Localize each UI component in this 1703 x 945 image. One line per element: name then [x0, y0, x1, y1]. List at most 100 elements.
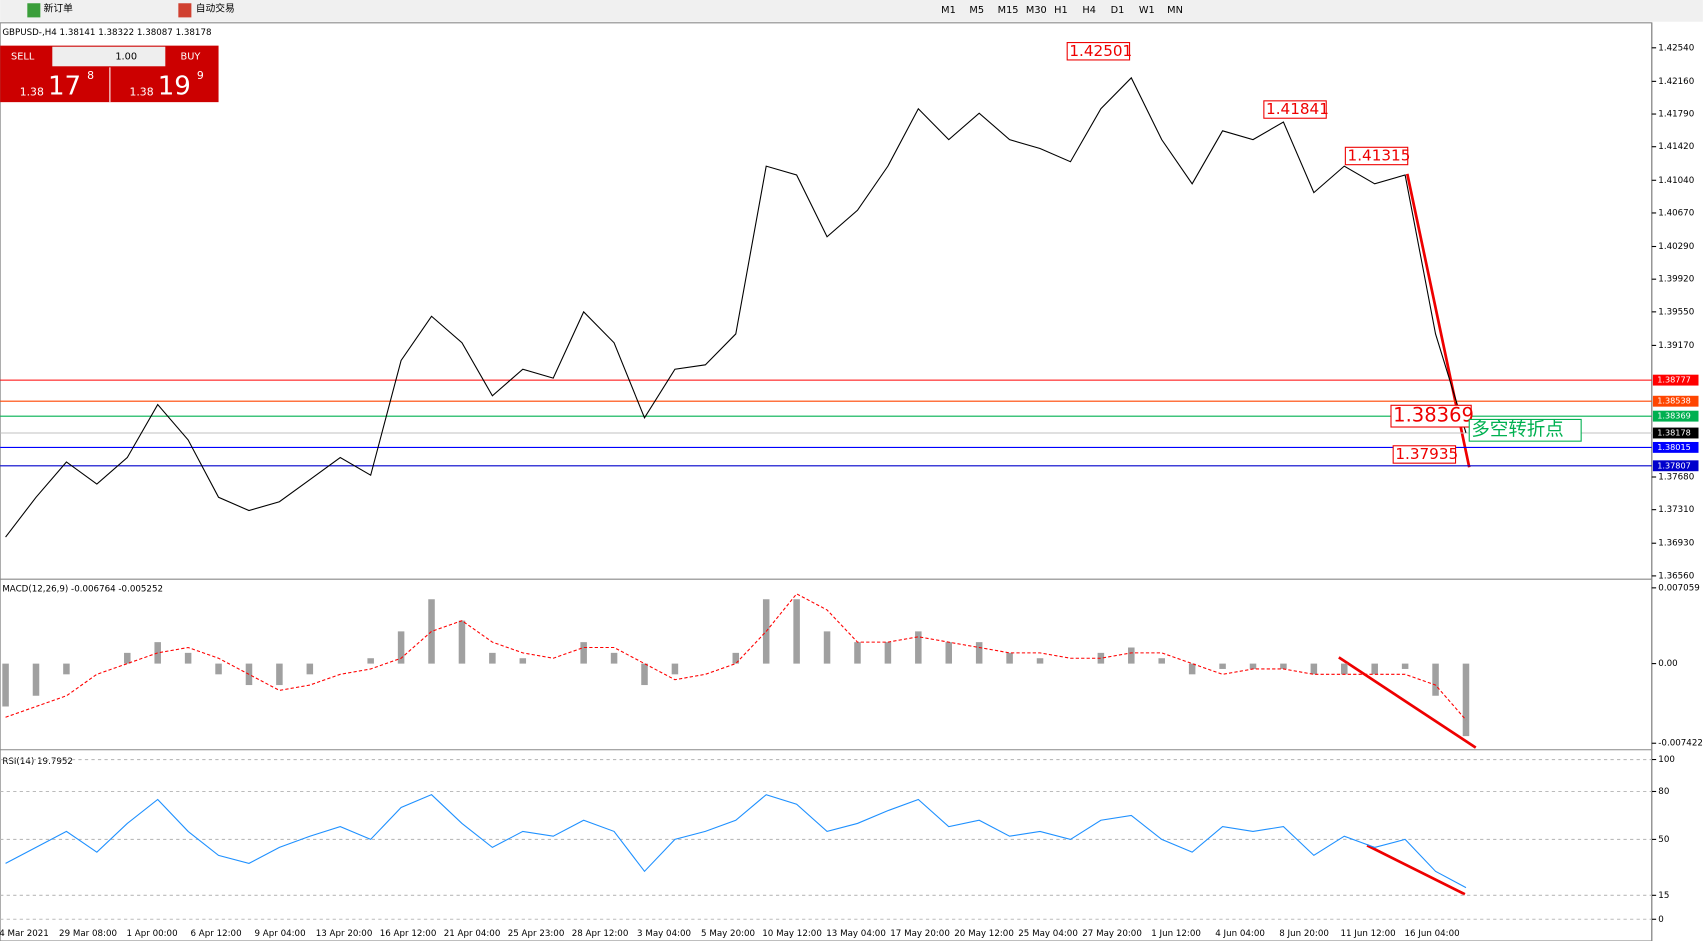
lot-input[interactable]: 1.00: [115, 52, 137, 63]
level-tag-bg: [1652, 460, 1699, 472]
sell-pips: 17: [48, 71, 81, 101]
level-tag: 1.38178: [1657, 428, 1691, 438]
buy-pips: 19: [158, 71, 191, 101]
timeframe-button[interactable]: M5: [969, 5, 984, 16]
level-tag-bg: [1652, 427, 1699, 439]
y-tick-label: -0.007422: [1658, 739, 1703, 749]
x-tick-label: 10 May 12:00: [762, 929, 822, 939]
x-tick-label: 13 May 04:00: [826, 929, 886, 939]
chart-area: [0, 22, 1653, 942]
timeframe-button[interactable]: H1: [1054, 5, 1068, 16]
x-tick-label: 21 Apr 04:00: [444, 929, 501, 939]
new-order-button[interactable]: 新订单: [44, 2, 74, 15]
buy-button[interactable]: BUY: [181, 52, 201, 63]
y-tick-label: 1.41790: [1658, 110, 1694, 120]
timeframe-button[interactable]: H4: [1082, 5, 1096, 16]
annotation-box: [1344, 146, 1409, 166]
timeframe-button[interactable]: D1: [1111, 5, 1125, 16]
y-tick-label: 1.40670: [1658, 208, 1694, 218]
x-tick-label: 11 Jun 12:00: [1340, 929, 1395, 939]
panel-title: RSI(14) 19.7952: [2, 757, 73, 767]
timeframe-button[interactable]: M1: [941, 5, 956, 16]
timeframe-button[interactable]: M15: [998, 5, 1019, 16]
y-tick-label: 50: [1658, 835, 1669, 845]
icon: [27, 3, 41, 18]
level-tag: 1.38015: [1657, 442, 1691, 452]
timeframe-button[interactable]: MN: [1167, 5, 1183, 16]
y-tick-label: 1.37310: [1658, 505, 1694, 515]
note: 多空转折点: [1471, 419, 1563, 440]
sell-frac: 8: [87, 69, 94, 82]
buy-frac: 9: [197, 69, 204, 82]
sell-button[interactable]: SELL: [11, 52, 35, 63]
x-tick-label: 1 Apr 00:00: [126, 929, 177, 939]
x-tick-label: 4 Jun 04:00: [1215, 929, 1265, 939]
rsi-line: [5, 794, 1467, 889]
toolbar: [0, 0, 1703, 22]
level-tag: 1.38538: [1657, 396, 1691, 406]
y-tick-label: 1.36930: [1658, 539, 1694, 549]
level-tag-bg: [1652, 374, 1699, 386]
x-tick-label: 16 Jun 04:00: [1404, 929, 1459, 939]
x-tick-label: 27 May 20:00: [1082, 929, 1142, 939]
level-tag-bg: [1652, 410, 1699, 422]
panel-title: MACD(12,26,9) -0.006764 -0.005252: [2, 584, 163, 594]
y-tick-label: 1.40290: [1658, 242, 1694, 252]
annotation-box: [1066, 42, 1131, 61]
y-tick-label: 0.00: [1658, 659, 1677, 669]
y-tick-label: 1.37680: [1658, 472, 1694, 482]
x-tick-label: 13 Apr 20:00: [316, 929, 373, 939]
annotation: 1.41841: [1266, 100, 1329, 118]
annotation-box: [1390, 404, 1472, 428]
timeframe-button[interactable]: M30: [1026, 5, 1047, 16]
y-tick-label: 1.41420: [1658, 142, 1694, 152]
y-tick-label: 0: [1658, 915, 1664, 925]
y-tick-label: 15: [1658, 891, 1669, 901]
annotation-box: [1263, 100, 1327, 119]
x-tick-label: 29 Mar 08:00: [59, 929, 117, 939]
annotation: 1.38369: [1393, 404, 1474, 427]
buy-big: 1.38: [129, 85, 153, 98]
y-tick-label: 1.42540: [1658, 43, 1694, 53]
level-tag-bg: [1652, 441, 1699, 453]
annotation: 1.37935: [1395, 445, 1458, 463]
y-tick-label: 1.41040: [1658, 176, 1694, 186]
x-tick-label: 20 May 12:00: [954, 929, 1014, 939]
auto-trading-button[interactable]: 自动交易: [196, 2, 235, 15]
x-tick-label: 28 Apr 12:00: [572, 929, 629, 939]
price-line: [5, 76, 1467, 538]
y-tick-label: 80: [1658, 787, 1669, 797]
x-tick-label: 8 Jun 20:00: [1279, 929, 1329, 939]
toolbar-items: 新订单 自动交易: [27, 2, 235, 18]
x-tick-label: 25 Apr 23:00: [508, 929, 565, 939]
y-tick-label: 0.007059: [1658, 583, 1699, 593]
signal-line: [5, 593, 1467, 721]
y-tick-label: 100: [1658, 755, 1675, 765]
timeframe-button[interactable]: W1: [1139, 5, 1155, 16]
level-tag-bg: [1652, 395, 1699, 407]
annotation-box: [1392, 445, 1457, 464]
y-tick-label: 1.39920: [1658, 275, 1694, 285]
x-tick-label: 3 May 04:00: [637, 929, 691, 939]
level-tag: 1.37807: [1657, 460, 1691, 470]
note-box: [1468, 418, 1582, 442]
annotation: 1.42501: [1069, 42, 1132, 60]
level-tag: 1.38369: [1657, 411, 1691, 421]
y-tick-label: 1.42160: [1658, 77, 1694, 87]
icon: [178, 3, 192, 18]
x-tick-label: 16 Apr 12:00: [380, 929, 437, 939]
x-tick-label: 1 Jun 12:00: [1151, 929, 1201, 939]
panel-title: GBPUSD-,H4 1.38141 1.38322 1.38087 1.381…: [2, 28, 211, 38]
y-tick-label: 1.36560: [1658, 571, 1694, 581]
trend-arrow: [1338, 656, 1477, 749]
x-tick-label: 9 Apr 04:00: [254, 929, 305, 939]
level-tag: 1.38777: [1657, 375, 1691, 385]
trend-arrow: [1366, 844, 1466, 896]
sell-big: 1.38: [20, 85, 44, 98]
y-tick-label: 1.39550: [1658, 307, 1694, 317]
x-tick-label: 17 May 20:00: [890, 929, 950, 939]
lot-box: [52, 46, 166, 67]
x-tick-label: 4 Mar 2021: [0, 929, 49, 939]
